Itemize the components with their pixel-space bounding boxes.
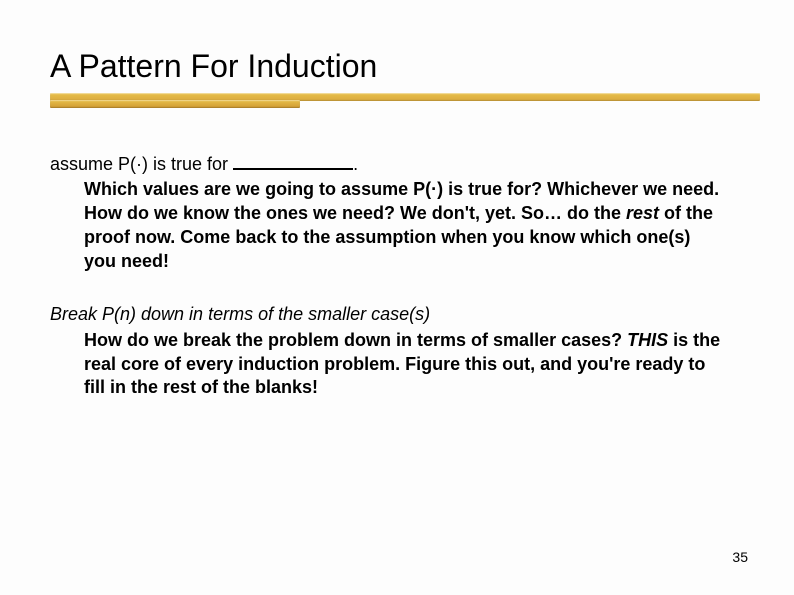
assume-sub-a: Which values are we going to assume [84, 179, 413, 199]
assume-blank [233, 155, 353, 170]
content-area: assume P(·) is true for . Which values a… [50, 153, 744, 400]
break-sub-this: THIS [627, 330, 668, 350]
slide: A Pattern For Induction assume P(·) is t… [0, 0, 794, 595]
assume-sub-a-func: P(·) [413, 179, 443, 199]
assume-suffix: . [353, 154, 358, 174]
block-break: Break P(n) down in terms of the smaller … [50, 303, 744, 400]
assume-prefix: assume [50, 154, 118, 174]
break-lead: Break P(n) down in terms of the smaller … [50, 303, 744, 326]
break-sub: How do we break the problem down in term… [84, 329, 724, 400]
title-divider [50, 93, 744, 111]
assume-func: P(·) [118, 154, 148, 174]
assume-sub: Which values are we going to assume P(·)… [84, 178, 724, 273]
slide-title: A Pattern For Induction [50, 48, 744, 85]
break-sub-a: How do we break the problem down in term… [84, 330, 627, 350]
assume-mid: is true for [148, 154, 233, 174]
assume-sub-a-tail: is true for? [443, 179, 542, 199]
assume-sub-rest: rest [626, 203, 659, 223]
page-number: 35 [732, 549, 748, 565]
block-assume: assume P(·) is true for . Which values a… [50, 153, 744, 273]
assume-lead: assume P(·) is true for . [50, 153, 744, 176]
divider-bar-accent [50, 100, 300, 108]
